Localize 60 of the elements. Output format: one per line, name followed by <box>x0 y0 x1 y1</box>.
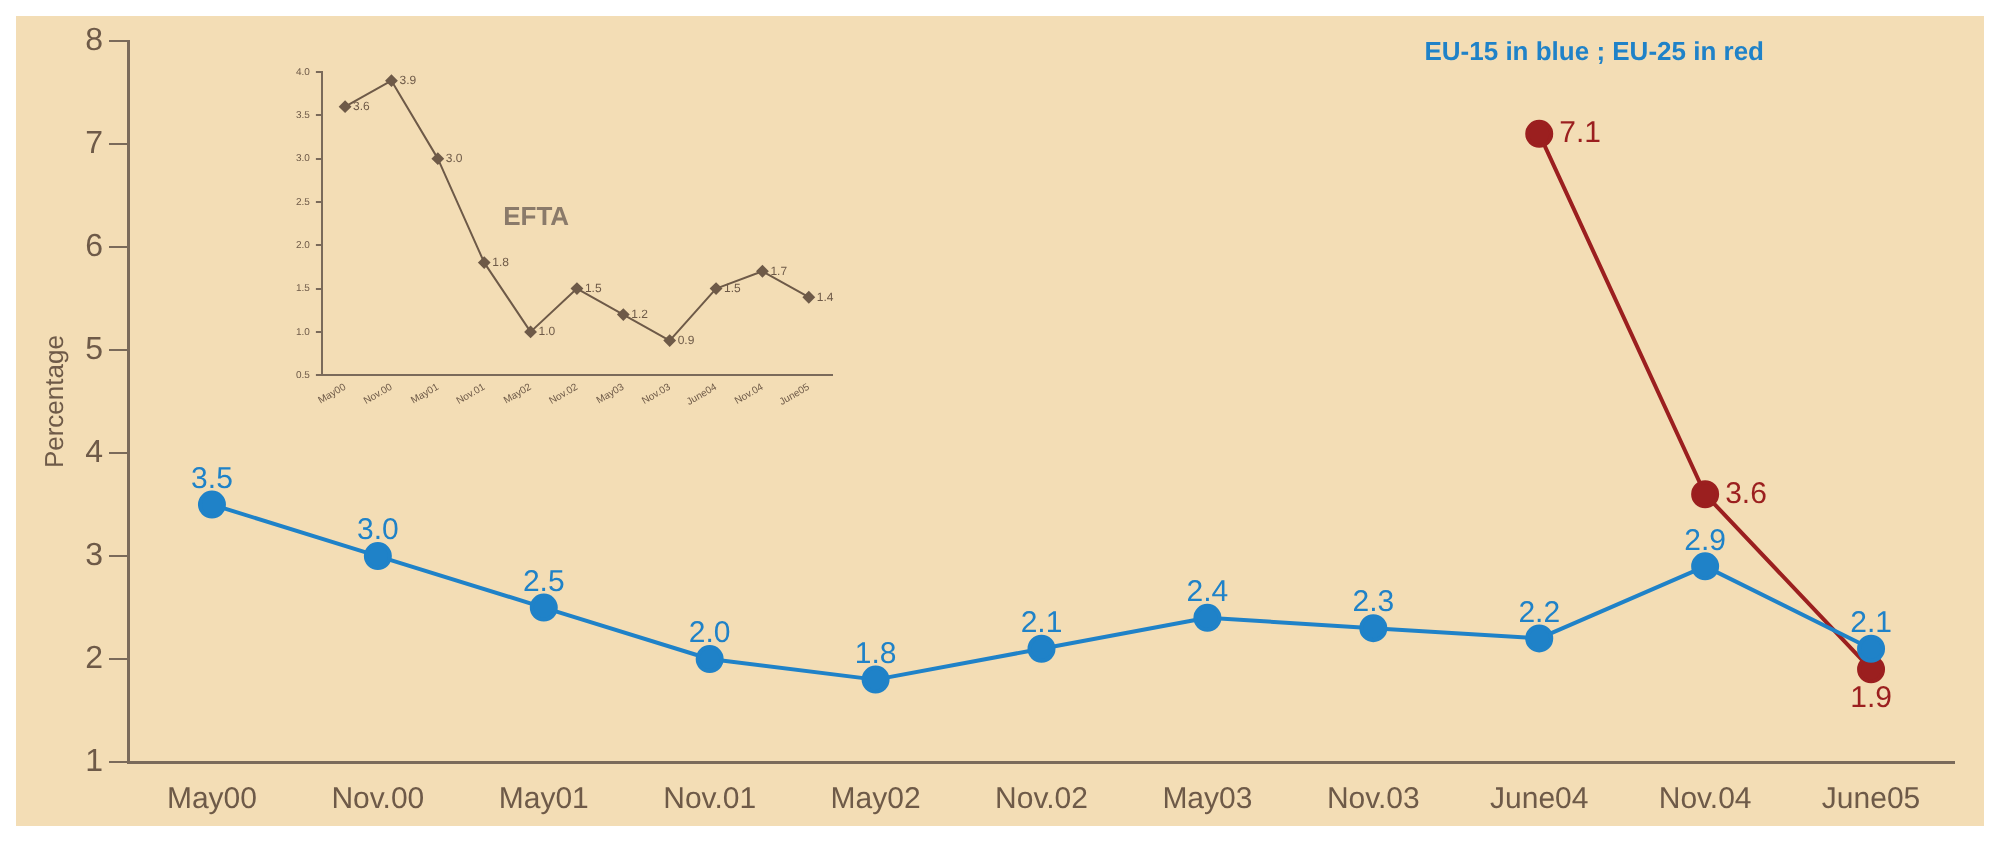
x-tick-label: Nov.03 <box>1326 782 1420 817</box>
text: EFTA <box>503 200 571 231</box>
y-tick-label: 3 <box>85 538 104 573</box>
point <box>478 256 491 269</box>
point <box>1359 614 1388 643</box>
data-label: 2.2 <box>1518 595 1561 630</box>
point <box>1691 480 1720 509</box>
point <box>695 645 724 674</box>
data-label: 3.6 <box>1725 476 1767 511</box>
point <box>385 74 398 87</box>
data-label: 1.8 <box>854 636 897 671</box>
data-label: 2.5 <box>522 564 565 599</box>
point <box>756 265 769 278</box>
point <box>197 490 226 519</box>
x-tick-label: May01 <box>498 782 589 817</box>
point <box>1525 119 1554 148</box>
point <box>363 542 392 571</box>
x-tick-label: Nov.04 <box>1658 782 1752 817</box>
x-tick-label: May02 <box>830 782 921 817</box>
data-label: 1.9 <box>1850 680 1892 715</box>
y-axis-title: Percentage <box>38 335 69 469</box>
point <box>570 282 583 295</box>
point <box>431 152 444 165</box>
annotation: EU-15 in blue ; EU-25 in red <box>1424 36 1765 67</box>
data-label: 2.4 <box>1186 575 1229 610</box>
x-tick-label: May00 <box>166 782 257 817</box>
y-tick-label: 2 <box>85 641 104 676</box>
data-label: 2.1 <box>1850 606 1892 641</box>
point <box>1857 634 1886 663</box>
point <box>1525 624 1554 653</box>
point <box>1691 552 1720 581</box>
x-tick-label: May03 <box>1162 782 1253 817</box>
y-tick-label: 4 <box>85 435 104 470</box>
x-tick-label: Nov.01 <box>663 782 757 817</box>
y-tick-label: 6 <box>85 229 104 264</box>
x-tick-label: June05 <box>1821 782 1921 817</box>
point <box>710 282 723 295</box>
data-label: 2.9 <box>1684 523 1726 558</box>
point <box>524 325 537 338</box>
point <box>1193 603 1222 632</box>
y-tick-label: 8 <box>85 24 104 59</box>
x-tick-label: June04 <box>1490 782 1589 817</box>
point <box>339 100 352 113</box>
data-label: 3.5 <box>191 461 233 496</box>
point <box>663 334 676 347</box>
point <box>529 593 558 622</box>
point <box>1027 634 1056 663</box>
data-label: 3.0 <box>357 513 399 548</box>
data-label: 2.3 <box>1352 585 1395 620</box>
data-label: 7.1 <box>1559 116 1601 151</box>
x-tick-label: Nov.00 <box>331 782 425 817</box>
point <box>861 665 890 694</box>
point <box>617 308 630 321</box>
data-label: 2.0 <box>688 616 731 651</box>
x-tick-label: Nov.02 <box>995 782 1088 817</box>
data-label: 2.1 <box>1020 606 1063 641</box>
y-tick-label: 1 <box>85 744 104 779</box>
y-tick-label: 5 <box>85 332 104 367</box>
point <box>802 291 815 304</box>
y-tick-label: 7 <box>85 126 104 161</box>
